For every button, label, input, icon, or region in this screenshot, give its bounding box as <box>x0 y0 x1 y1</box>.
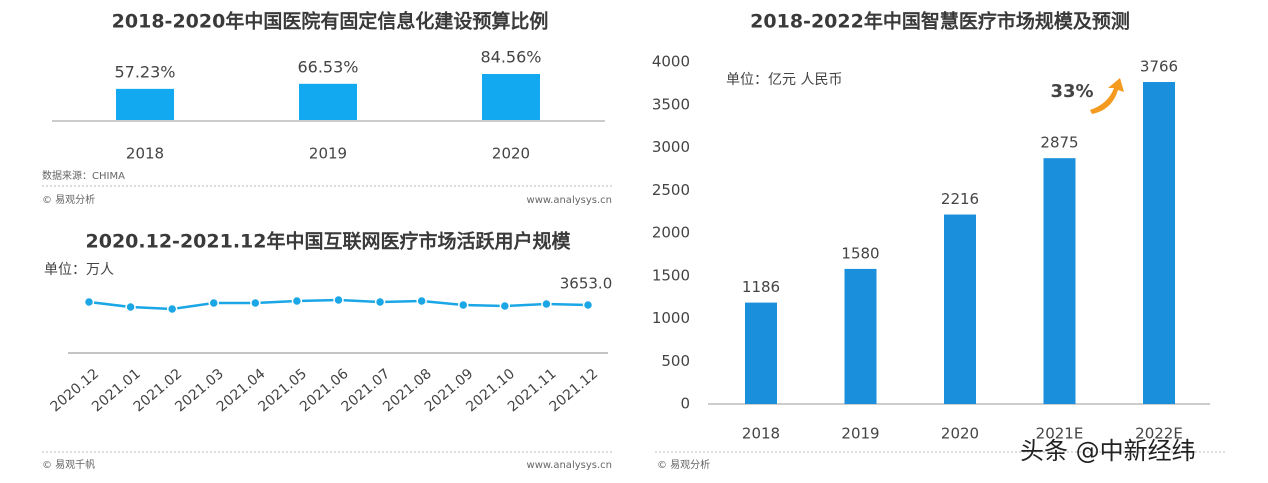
chart-title: 2018-2022年中国智慧医疗市场规模及预测 <box>750 10 1130 33</box>
point <box>499 300 511 312</box>
bar <box>116 88 174 120</box>
point <box>250 297 261 309</box>
footer-left: © 易观千帆 <box>42 458 95 471</box>
x-tick-label: 2020 <box>941 425 979 443</box>
value-label: 84.56% <box>480 48 541 67</box>
bar <box>944 214 976 404</box>
x-tick-label: 2018 <box>742 425 780 443</box>
y-tick-label: 2000 <box>652 224 690 242</box>
source: 数据来源：CHIMA <box>42 169 125 182</box>
point <box>458 299 469 311</box>
y-tick-label: 3500 <box>652 95 690 113</box>
point <box>291 295 303 307</box>
point <box>333 294 344 306</box>
value-label: 66.53% <box>297 57 358 76</box>
point <box>541 298 552 310</box>
bar <box>299 83 357 120</box>
value-label: 3766 <box>1140 58 1178 76</box>
value-label: 1580 <box>841 244 879 262</box>
growth-arrow <box>1090 78 1124 114</box>
value-label: 3653.0 <box>560 275 613 293</box>
y-tick-label: 0 <box>680 395 690 413</box>
bar <box>1043 158 1076 404</box>
overlay-text: 头条 @中新经纬 <box>1020 437 1196 465</box>
chart-title: 2020.12-2021.12年中国互联网医疗市场活跃用户规模 <box>86 230 572 253</box>
value-label: 57.23% <box>114 62 175 81</box>
bar <box>1143 82 1175 404</box>
footer-right: www.analysys.cn <box>527 460 612 471</box>
point <box>208 297 219 309</box>
y-tick-label: 2500 <box>652 181 690 199</box>
y-tick-label: 4000 <box>652 53 690 71</box>
x-tick-label: 2020 <box>492 145 530 163</box>
bar <box>844 268 877 404</box>
footer-right: www.analysys.cn <box>527 195 612 206</box>
y-tick-label: 1000 <box>652 309 690 327</box>
unit: 单位：万人 <box>44 262 114 278</box>
bar <box>482 74 540 120</box>
value-label: 2875 <box>1040 134 1078 152</box>
x-tick-label: 2021E <box>1036 425 1084 443</box>
bar <box>745 302 777 404</box>
y-tick-label: 3000 <box>652 138 690 156</box>
point <box>416 295 427 307</box>
unit: 单位：亿元 人民币 <box>726 72 842 88</box>
x-tick-label: 2019 <box>841 425 879 443</box>
chart-title: 2018-2020年中国医院有固定信息化建设预算比例 <box>112 10 549 33</box>
x-tick-label: 2022E <box>1135 425 1183 443</box>
point <box>582 299 594 311</box>
annotation: 33% <box>1050 81 1093 102</box>
footer-left: © 易观分析 <box>657 458 710 471</box>
point <box>374 296 386 308</box>
value-label: 1186 <box>742 278 780 296</box>
point <box>166 303 178 315</box>
x-tick-label: 2018 <box>126 145 164 163</box>
y-tick-label: 500 <box>661 352 690 370</box>
point <box>83 296 95 308</box>
footer-left: © 易观分析 <box>42 193 95 206</box>
y-tick-label: 1500 <box>652 266 690 284</box>
value-label: 2216 <box>941 190 979 208</box>
x-tick-label: 2019 <box>309 145 347 163</box>
point <box>125 301 136 313</box>
